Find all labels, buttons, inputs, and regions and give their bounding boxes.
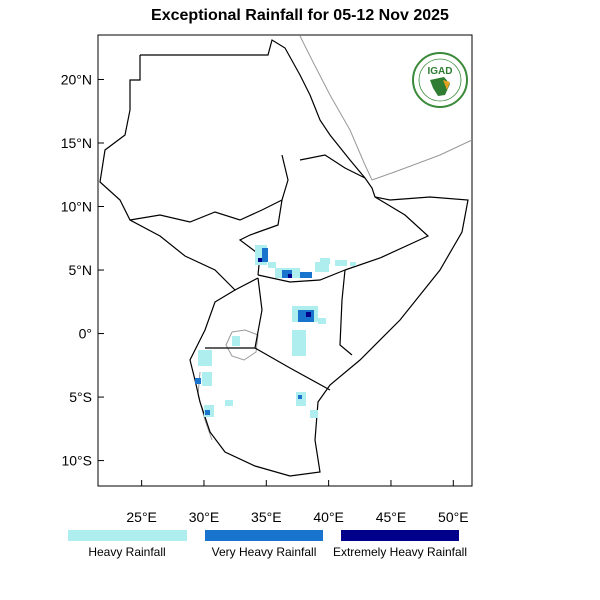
y-tick-label: 15°N bbox=[61, 135, 92, 151]
legend-swatch-heavy bbox=[68, 530, 187, 541]
rainfall-patch bbox=[300, 272, 312, 278]
legend-label-heavy: Heavy Rainfall bbox=[88, 545, 166, 559]
legend-swatch-extremely-heavy bbox=[341, 530, 459, 541]
rainfall-patch bbox=[262, 248, 268, 262]
rainfall-patch bbox=[282, 270, 292, 278]
y-tick-label: 20°N bbox=[61, 71, 92, 87]
legend-label-extremely-heavy: Extremely Heavy Rainfall bbox=[332, 545, 468, 559]
rainfall-patch bbox=[232, 336, 240, 346]
rainfall-patch bbox=[205, 410, 210, 415]
red-sea-east-coast bbox=[299, 35, 373, 181]
y-tick-label: 10°S bbox=[61, 453, 92, 469]
border-kenya-tanzania bbox=[254, 347, 331, 391]
x-tick-label: 30°E bbox=[189, 509, 220, 525]
region-boundary bbox=[99, 39, 469, 477]
rainfall-patch bbox=[288, 274, 292, 278]
rainfall-areas bbox=[195, 245, 356, 418]
rainfall-patch bbox=[306, 312, 311, 317]
rainfall-patch bbox=[202, 372, 212, 386]
legend-swatch-very-heavy bbox=[205, 530, 323, 541]
x-tick-label: 40°E bbox=[313, 509, 344, 525]
border-eritrea-ethiopia bbox=[299, 154, 366, 179]
rainfall-patch bbox=[320, 258, 330, 264]
x-tick-label: 50°E bbox=[438, 509, 469, 525]
border-ethiopia-kenya bbox=[257, 269, 346, 283]
igad-logo: IGAD bbox=[412, 52, 468, 108]
rainfall-patch bbox=[268, 262, 276, 268]
x-tick-label: 25°E bbox=[126, 509, 157, 525]
rainfall-patch bbox=[350, 262, 356, 266]
rainfall-patch bbox=[318, 318, 326, 324]
rainfall-patch bbox=[298, 340, 304, 346]
map-title: Exceptional Rainfall for 05-12 Nov 2025 bbox=[151, 7, 449, 24]
rainfall-patch bbox=[315, 262, 329, 272]
rainfall-patch bbox=[310, 410, 318, 418]
rainfall-patch bbox=[335, 260, 347, 266]
rainfall-patch bbox=[258, 258, 262, 262]
border-sudan-southsudan bbox=[129, 199, 283, 223]
rainfall-patch bbox=[298, 395, 302, 399]
country-outline bbox=[99, 39, 469, 477]
rainfall-patch bbox=[225, 400, 233, 406]
lake-victoria bbox=[225, 329, 259, 361]
y-tick-label: 5°S bbox=[69, 389, 92, 405]
y-tick-label: 0° bbox=[79, 326, 92, 342]
rainfall-patch bbox=[198, 350, 212, 366]
axis-ticks: 25°E 30°E 35°E 40°E 45°E 50°E 20°N 15°N 10°N 5°N 0… bbox=[61, 71, 469, 525]
y-tick-label: 5°N bbox=[69, 262, 93, 278]
border-ethiopia-somalia bbox=[344, 196, 430, 271]
border-uganda-southsudan bbox=[234, 277, 259, 291]
yemen-coast bbox=[371, 139, 473, 181]
border-kenya-somalia bbox=[339, 269, 353, 356]
x-tick-label: 35°E bbox=[251, 509, 282, 525]
svg-text:IGAD: IGAD bbox=[428, 66, 453, 77]
rainfall-patch bbox=[195, 378, 201, 384]
y-tick-label: 10°N bbox=[61, 199, 92, 215]
map-frame bbox=[97, 34, 473, 487]
legend-label-very-heavy: Very Heavy Rainfall bbox=[211, 545, 317, 559]
x-tick-label: 45°E bbox=[376, 509, 407, 525]
border-uganda-kenya bbox=[254, 277, 263, 349]
